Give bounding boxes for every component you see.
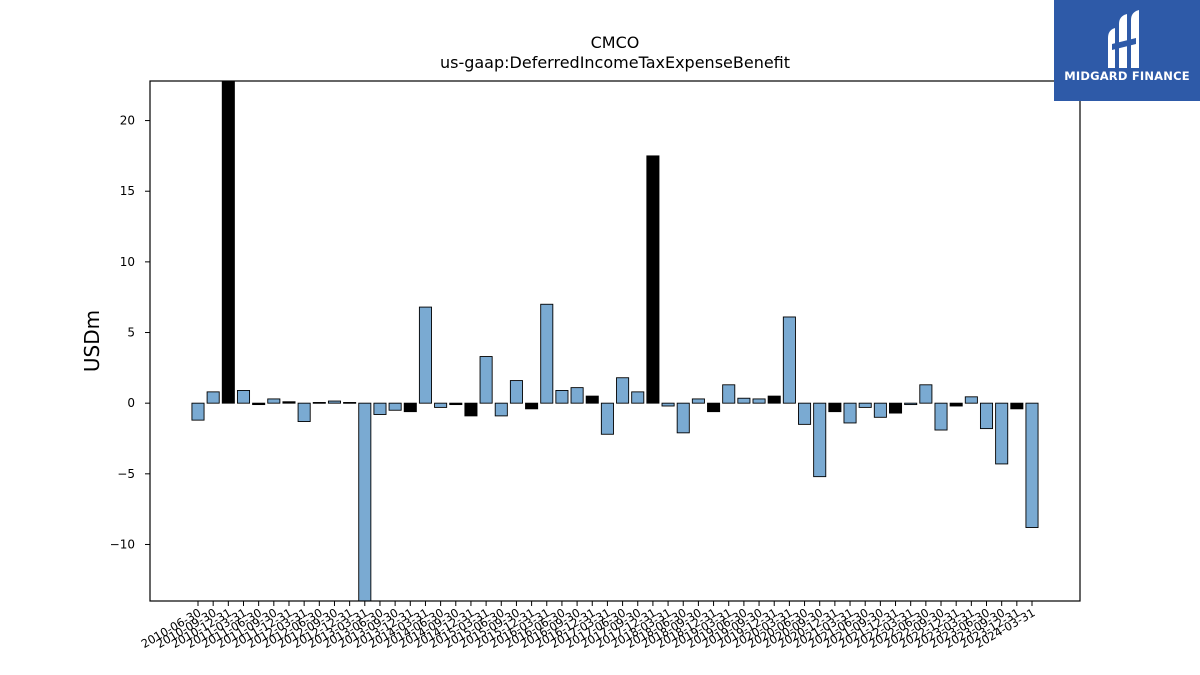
bar-2015-12-31 [525,402,539,410]
bar-2017-09-30 [631,391,645,404]
bar-2021-06-30 [858,402,872,408]
bar-2020-06-30 [798,402,812,425]
y-tick-label: 15 [120,184,135,198]
chart-title: CMCO [591,33,640,52]
bar-2017-03-31 [600,402,614,435]
bar-2016-03-31 [540,303,554,404]
bar-2015-06-30 [494,402,508,417]
bar-2014-06-30 [434,402,448,408]
bar-2011-09-30 [267,398,281,404]
bar-2012-09-30 [327,400,341,404]
midgard-logo-icon [1108,10,1139,68]
bar-2017-06-30 [616,377,630,404]
bar-2018-03-31 [661,402,675,407]
y-tick-label: 20 [120,114,135,128]
bar-2013-12-31 [403,402,417,413]
chart-subtitle: us-gaap:DeferredIncomeTaxExpenseBenefit [440,53,790,72]
bar-2020-09-30 [813,402,827,478]
bar-2019-06-30 [737,397,751,404]
bar-2014-12-31 [464,402,478,417]
bar-2010-06-30 [191,402,205,421]
bars-group [191,80,1039,602]
y-tick-label: −5 [117,467,135,481]
brand-name: MIDGARD FINANCE [1064,69,1190,83]
bar-2014-03-31 [418,306,432,404]
bar-2019-12-31 [767,395,781,404]
bar-2016-06-30 [555,390,569,404]
bar-2023-06-30 [979,402,994,430]
bar-2010-12-31 [221,80,235,404]
bar-2012-03-31 [297,402,311,422]
bar-2012-12-31 [343,402,357,404]
bar-2013-09-30 [388,402,402,411]
y-axis-label: USDm [80,310,104,372]
bar-2017-12-31 [646,155,660,404]
x-axis: 2010-06-302010-09-302010-12-312011-03-31… [139,601,1038,651]
y-tick-label: 0 [127,396,135,410]
bar-2024-03-31 [1025,402,1039,528]
brand-logo: MIDGARD FINANCE [1054,0,1200,101]
bar-2013-06-30 [373,402,387,415]
bar-2019-09-30 [752,398,766,404]
bar-2010-09-30 [206,391,220,404]
bar-2022-03-31 [904,402,918,406]
y-axis: −10 −5 0 5 10 15 20 [110,114,150,551]
bar-2022-12-31 [949,402,963,407]
bar-2011-03-31 [236,390,251,404]
bar-2015-09-30 [509,380,523,404]
bar-2022-09-30 [934,402,948,431]
plot-frame [149,80,1081,602]
bar-2012-06-30 [312,402,326,404]
bar-2023-03-31 [964,396,978,404]
y-tick-label: 5 [127,326,135,340]
bar-2023-09-30 [995,402,1009,465]
bar-2018-06-30 [676,402,690,434]
y-tick-label: 10 [120,255,135,269]
bar-2021-03-31 [843,402,857,424]
bar-2023-12-31 [1010,402,1024,410]
bar-2016-12-31 [585,395,599,404]
bar-2018-09-30 [691,398,705,404]
bar-2020-03-31 [782,316,796,404]
bar-2021-09-30 [873,402,887,418]
bar-2019-03-31 [722,384,736,404]
bar-2016-09-30 [570,387,584,404]
bar-2021-12-31 [889,402,903,414]
bar-2014-09-30 [449,402,463,406]
bar-2013-03-31 [358,402,372,602]
bar-2022-06-30 [919,384,933,404]
bar-2020-12-31 [828,402,842,413]
bar-2018-12-31 [707,402,721,413]
bar-2011-06-30 [252,402,266,406]
bar-2011-12-31 [282,401,296,404]
y-tick-label: −10 [110,537,135,551]
bar-2015-03-31 [479,356,493,404]
